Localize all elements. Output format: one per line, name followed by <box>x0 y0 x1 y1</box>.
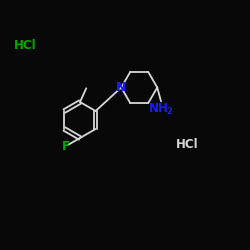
Text: NH: NH <box>149 102 169 115</box>
Text: HCl: HCl <box>176 138 199 151</box>
Text: 2: 2 <box>167 107 173 116</box>
Text: N: N <box>116 81 126 94</box>
Text: HCl: HCl <box>14 38 36 52</box>
Text: N: N <box>116 81 126 94</box>
Text: F: F <box>62 140 70 153</box>
